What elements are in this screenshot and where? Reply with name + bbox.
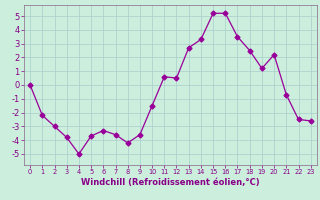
X-axis label: Windchill (Refroidissement éolien,°C): Windchill (Refroidissement éolien,°C) [81,178,260,187]
